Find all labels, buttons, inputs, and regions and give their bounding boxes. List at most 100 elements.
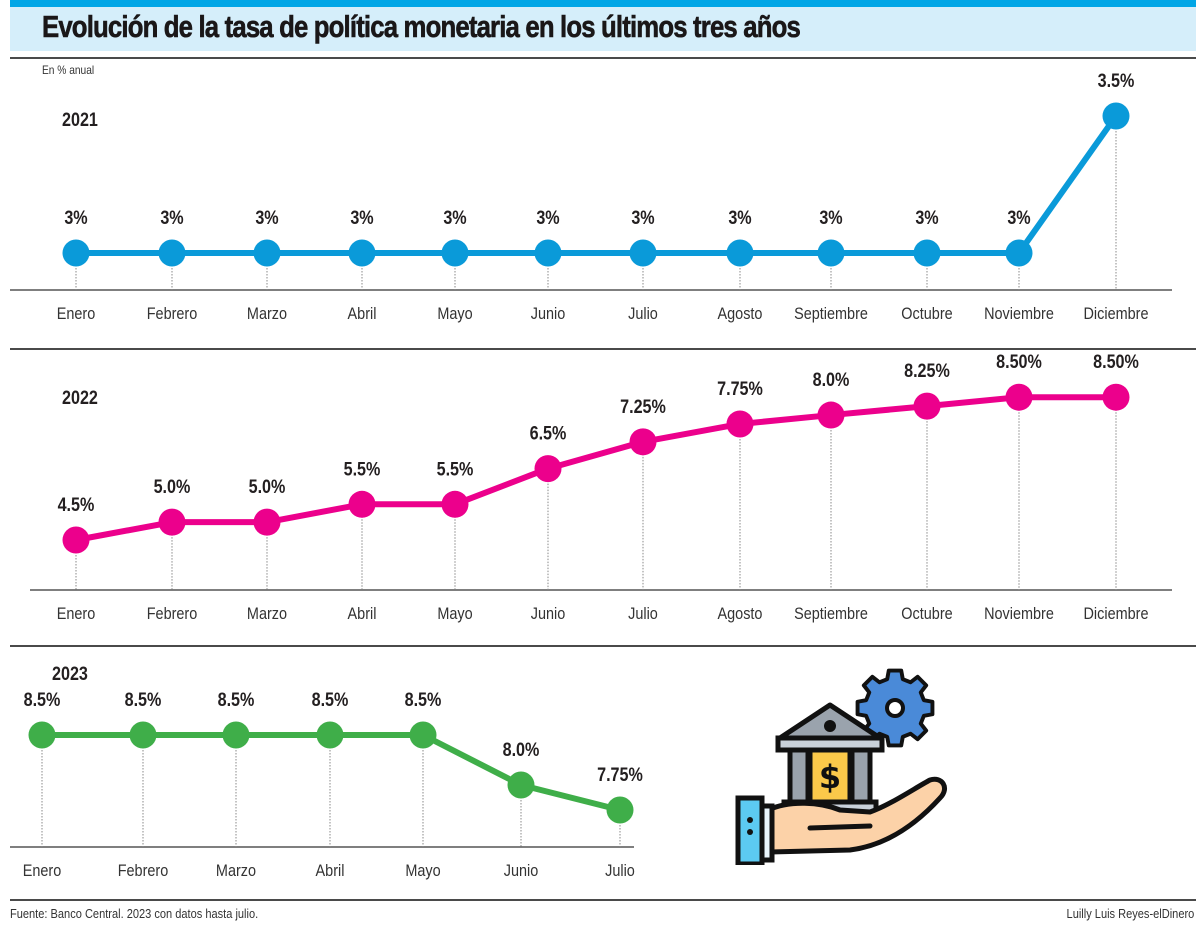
x-tick-label: Marzo xyxy=(247,305,287,323)
data-label: 8.50% xyxy=(996,351,1042,373)
x-tick-label: Febrero xyxy=(147,305,198,323)
data-label: 5.0% xyxy=(249,476,286,498)
data-label: 8.0% xyxy=(503,739,540,761)
x-tick-label: Diciembre xyxy=(1083,305,1148,323)
data-point xyxy=(726,239,754,267)
data-label: 8.5% xyxy=(125,689,162,711)
x-tick-label: Junio xyxy=(504,862,539,880)
unit-label: En % anual xyxy=(42,63,95,77)
x-tick-label: Noviembre xyxy=(984,605,1054,623)
data-label: 3% xyxy=(728,207,752,229)
chart-year-title: 2023 xyxy=(52,663,88,685)
data-point xyxy=(507,771,535,799)
data-label: 7.75% xyxy=(597,764,643,786)
data-label: 3% xyxy=(631,207,655,229)
x-tick-label: Marzo xyxy=(247,605,287,623)
data-point xyxy=(409,721,437,749)
data-point xyxy=(348,239,376,267)
data-point xyxy=(158,508,186,536)
data-label: 8.5% xyxy=(24,689,61,711)
x-tick-label: Octubre xyxy=(901,605,953,623)
data-label: 3% xyxy=(915,207,939,229)
data-point xyxy=(1005,383,1033,411)
series-line-2021 xyxy=(76,114,1119,256)
data-label: 7.75% xyxy=(717,378,763,400)
divider-2022-2023 xyxy=(10,645,1196,647)
author-credit: Luilly Luis Reyes-elDinero xyxy=(1066,906,1194,921)
data-point xyxy=(913,392,941,420)
data-point xyxy=(817,239,845,267)
chart-year-title: 2022 xyxy=(62,387,98,409)
x-tick-label: Junio xyxy=(531,305,566,323)
data-label: 8.5% xyxy=(405,689,442,711)
data-label: 3% xyxy=(819,207,843,229)
top-stripe xyxy=(10,0,1196,7)
data-point xyxy=(1102,102,1130,130)
chart-year-title: 2021 xyxy=(62,109,98,131)
page-title: Evolución de la tasa de política monetar… xyxy=(42,9,801,45)
divider-top xyxy=(10,57,1196,59)
data-point xyxy=(253,239,281,267)
data-label: 5.5% xyxy=(344,458,381,480)
x-tick-label: Septiembre xyxy=(794,605,868,623)
data-label: 8.5% xyxy=(218,689,255,711)
data-point xyxy=(534,239,562,267)
x-tick-label: Agosto xyxy=(718,305,763,323)
x-tick-label: Julio xyxy=(628,305,658,323)
data-point xyxy=(348,490,376,518)
gear-icon xyxy=(855,668,935,748)
data-point xyxy=(913,239,941,267)
x-tick-label: Enero xyxy=(57,605,96,623)
x-tick-label: Julio xyxy=(605,862,635,880)
x-tick-label: Junio xyxy=(531,605,566,623)
data-label: 7.25% xyxy=(620,396,666,418)
data-point xyxy=(222,721,250,749)
x-tick-label: Mayo xyxy=(405,862,441,880)
divider-2021-2022 xyxy=(10,348,1196,350)
x-tick-label: Enero xyxy=(57,305,96,323)
x-tick-label: Abril xyxy=(316,862,345,880)
data-point xyxy=(1102,383,1130,411)
data-point xyxy=(441,490,469,518)
data-label: 5.0% xyxy=(154,476,191,498)
data-label: 8.50% xyxy=(1093,351,1139,373)
divider-footer xyxy=(10,899,1196,901)
data-point xyxy=(158,239,186,267)
x-tick-label: Diciembre xyxy=(1083,605,1148,623)
data-point xyxy=(817,401,845,429)
bank-in-hand-with-gear-icon: $ xyxy=(730,660,950,867)
x-tick-label: Marzo xyxy=(216,862,256,880)
x-tick-label: Septiembre xyxy=(794,305,868,323)
data-label: 4.5% xyxy=(58,494,95,516)
x-tick-label: Julio xyxy=(628,605,658,623)
x-tick-label: Febrero xyxy=(118,862,169,880)
data-point xyxy=(253,508,281,536)
series-line-2022 xyxy=(75,394,1116,543)
data-label: 3% xyxy=(64,207,88,229)
data-label: 3% xyxy=(536,207,560,229)
source-note: Fuente: Banco Central. 2023 con datos ha… xyxy=(10,906,259,921)
data-point xyxy=(28,721,56,749)
data-label: 3% xyxy=(1007,207,1031,229)
data-label: 3% xyxy=(255,207,279,229)
x-tick-label: Abril xyxy=(348,605,377,623)
data-label: 8.25% xyxy=(904,360,950,382)
data-label: 6.5% xyxy=(530,422,567,444)
data-label: 3% xyxy=(160,207,184,229)
x-tick-label: Noviembre xyxy=(984,305,1054,323)
data-point xyxy=(606,796,634,824)
data-label: 3% xyxy=(443,207,467,229)
data-label: 3.5% xyxy=(1098,70,1135,92)
title-band xyxy=(10,7,1196,51)
data-point xyxy=(726,410,754,438)
data-point xyxy=(534,455,562,483)
x-tick-label: Mayo xyxy=(437,605,473,623)
x-tick-label: Mayo xyxy=(437,305,473,323)
data-point xyxy=(441,239,469,267)
data-label: 3% xyxy=(350,207,374,229)
data-label: 8.5% xyxy=(312,689,349,711)
data-point xyxy=(1005,239,1033,267)
x-tick-label: Agosto xyxy=(718,605,763,623)
hand-icon xyxy=(735,776,947,867)
